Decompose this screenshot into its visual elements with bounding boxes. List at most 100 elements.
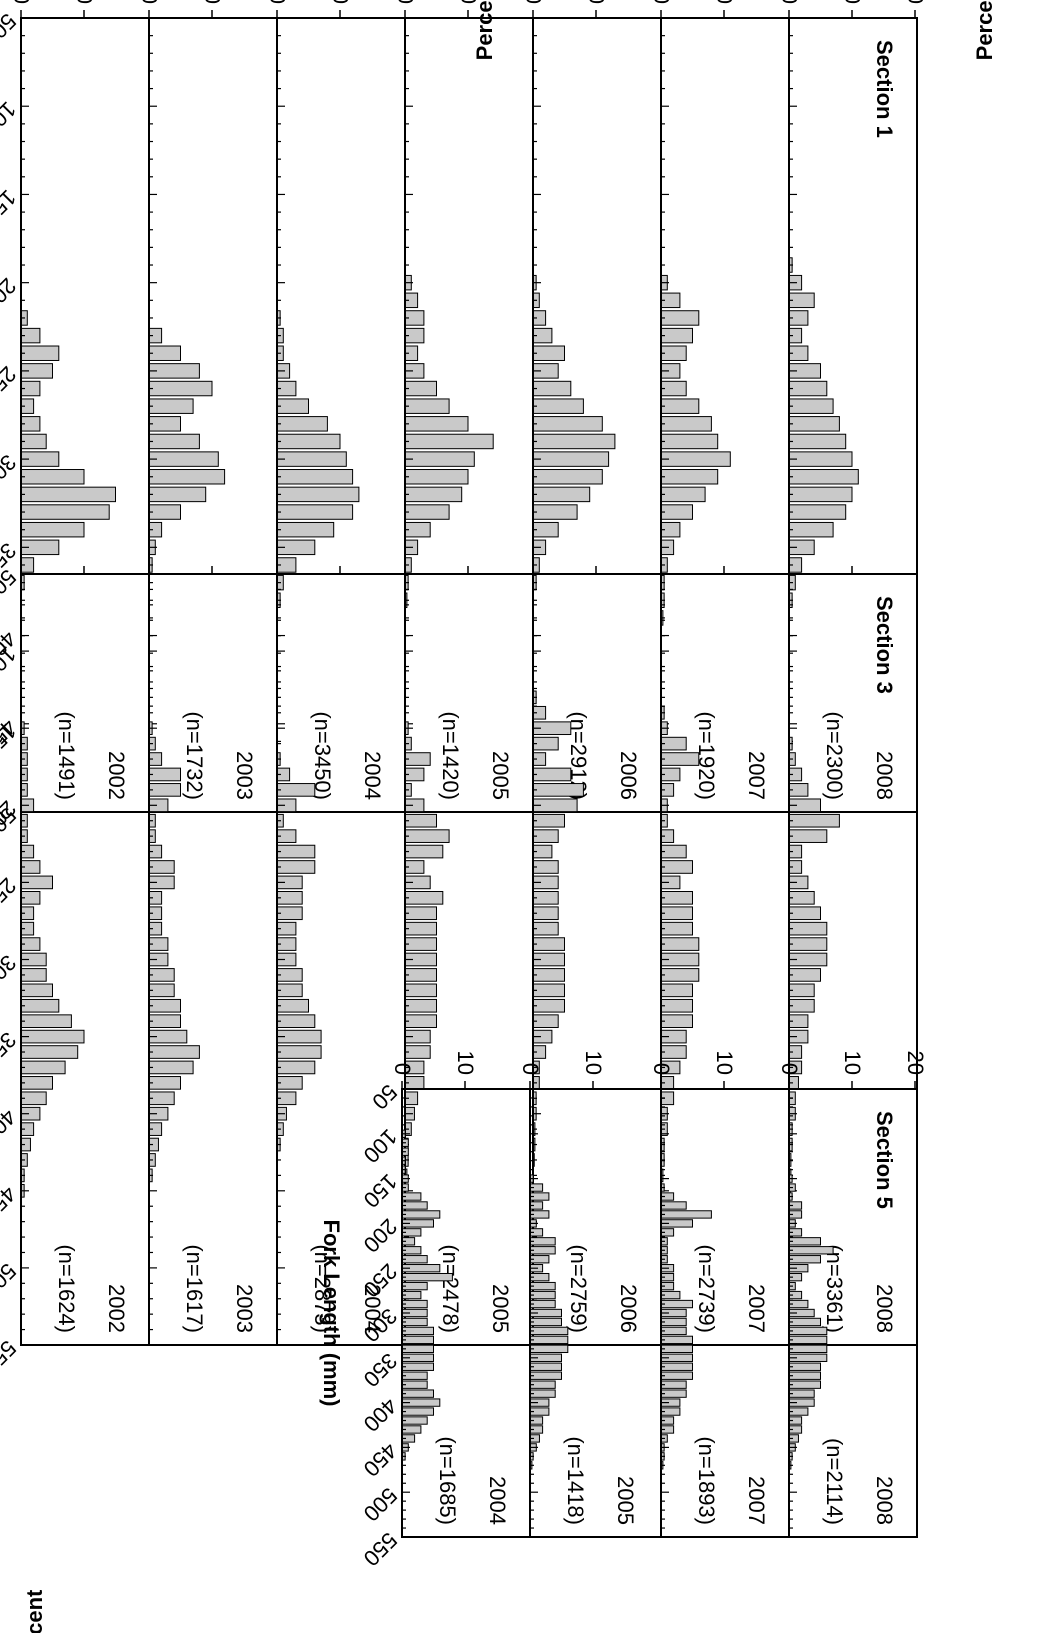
histogram-bar	[532, 380, 572, 397]
panel-year-label: 2007	[744, 1284, 769, 1333]
histogram-bar	[788, 486, 853, 503]
panel-year-label: 2005	[613, 1476, 638, 1525]
histogram-bar	[276, 1045, 322, 1059]
x-axis-title: Fork Length (mm)	[319, 1220, 344, 1407]
histogram-bar	[20, 998, 60, 1013]
y-tick-label: 10	[456, 0, 481, 4]
panel-n-label: (n=3361)	[822, 1244, 847, 1333]
histogram-bar	[660, 890, 693, 905]
histogram-bar	[276, 504, 354, 520]
panel-year-label: 2005	[488, 1284, 513, 1333]
histogram-bar	[148, 1045, 200, 1059]
x-tick-label: 150	[0, 719, 21, 763]
histogram-bar	[401, 1272, 453, 1282]
section-title: Section 5	[872, 1111, 897, 1209]
histogram-bar	[788, 813, 840, 828]
histogram-bar	[276, 416, 328, 432]
histogram-bar	[532, 937, 565, 951]
histogram-bar	[660, 1344, 693, 1354]
histogram-bar	[404, 380, 437, 397]
panel-year-label: 2008	[872, 1284, 897, 1333]
histogram-bar	[788, 521, 834, 538]
histogram-bar	[276, 1014, 316, 1029]
histogram-bar	[404, 398, 450, 414]
histogram-bar	[20, 1076, 53, 1090]
panel-year-label: 2007	[744, 751, 769, 800]
histogram-bar	[20, 1045, 79, 1059]
histogram-bar	[404, 829, 450, 843]
histogram-bar	[660, 1335, 693, 1345]
histogram-bar	[532, 983, 565, 998]
histogram-bar	[404, 890, 444, 905]
histogram-bar	[148, 783, 181, 797]
panel-year-label: 2006	[616, 1284, 641, 1333]
panel-n-label: (n=1418)	[563, 1436, 588, 1525]
x-tick-label: 50	[0, 8, 21, 43]
histogram-bar	[404, 504, 450, 520]
panel-2004: 2004 (n=2873)	[276, 573, 385, 1346]
histogram-bar	[788, 433, 847, 450]
histogram-bar	[532, 504, 578, 520]
histogram-bar	[20, 1014, 72, 1029]
histogram-bar	[660, 1362, 693, 1371]
histogram-bar	[660, 906, 693, 921]
histogram-bar	[404, 968, 437, 982]
histogram-bar	[532, 968, 565, 982]
histogram-bar	[401, 1335, 434, 1345]
panel-2007: 2007 (n=2739)	[660, 573, 769, 1346]
x-tick-label: 250	[0, 361, 21, 405]
histogram-bar	[20, 983, 53, 998]
x-tick-label: 400	[0, 1104, 21, 1148]
x-tick-label: 350	[0, 1027, 21, 1071]
y-tick-label: 10	[840, 0, 865, 4]
histogram-bar	[20, 504, 110, 520]
histogram-bar	[788, 1362, 821, 1371]
y-tick-label: 0	[137, 0, 162, 4]
histogram-bar	[532, 416, 603, 432]
histogram-bar	[660, 398, 700, 414]
histogram-bar	[404, 906, 437, 921]
histogram-bar	[788, 968, 821, 982]
histogram-bar	[401, 1344, 434, 1354]
histogram-bar	[660, 469, 719, 485]
histogram-bar	[788, 380, 828, 397]
y-tick-label: 10	[328, 0, 353, 4]
histogram-bar	[660, 416, 712, 432]
section-title: Section 3	[872, 596, 897, 694]
histogram-bar	[404, 486, 463, 503]
plot-layer: 2008(n=2300)2007(n=1920)2006(n=2912)2005…	[0, 0, 928, 1571]
y-tick-label: 10	[200, 0, 225, 4]
histogram-bar	[20, 1060, 66, 1075]
panel-2008: 2008 (n=2300)	[788, 17, 897, 813]
x-tick-label: 300	[0, 450, 21, 494]
x-tick-label: 500	[359, 1483, 403, 1527]
axis-titles: Percent Percent Percent	[22, 0, 997, 1633]
histogram-bar	[532, 783, 584, 797]
panel-year-label: 2002	[104, 1284, 129, 1333]
histogram-bar	[404, 998, 437, 1013]
x-tick-label: 500	[0, 1258, 21, 1302]
histogram-bar	[532, 345, 565, 361]
histogram-bar	[529, 1326, 569, 1336]
panel-2005: 2005 (n=1418)	[529, 1088, 638, 1538]
panel-2005: 2005 (n=2478)	[404, 573, 513, 1346]
section-title: Section 1	[872, 40, 897, 138]
histogram-bar	[532, 451, 610, 467]
histogram-bar	[276, 998, 309, 1013]
histogram-bar	[660, 486, 706, 503]
histogram-bar	[20, 521, 85, 538]
histogram-bar	[20, 1029, 85, 1044]
panel-2002: 2002 (n=1491)	[20, 17, 129, 813]
x-tick-label: 150	[0, 185, 21, 229]
histogram-bar	[148, 767, 181, 782]
y-tick-label: 0	[777, 1063, 802, 1075]
histogram-bar	[401, 1326, 434, 1336]
x-tick-label: 50	[367, 1079, 402, 1114]
histogram-bar	[401, 1362, 434, 1371]
histogram-bar	[660, 983, 693, 998]
x-tick-label: 200	[359, 1214, 403, 1258]
histogram-bar	[788, 416, 840, 432]
histogram-bar	[276, 860, 316, 874]
panel-2004: 2004(n=3450)	[276, 17, 385, 813]
section-2-chart: 2008(n=3361)2007(n=2739)2006(n=2759)2005…	[0, 564, 918, 1379]
